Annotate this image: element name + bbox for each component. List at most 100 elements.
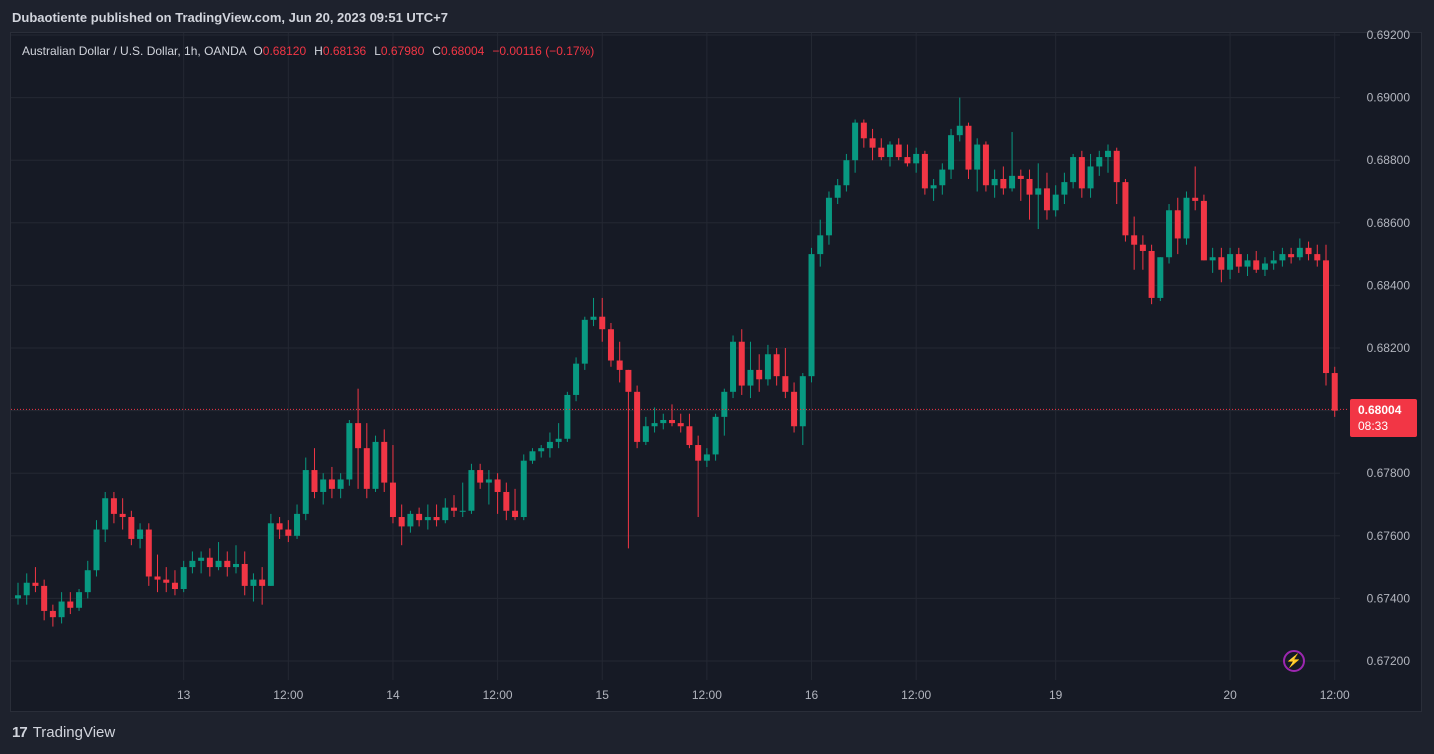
candle-body — [660, 419, 667, 424]
candle-body — [625, 369, 632, 392]
candle-body — [677, 423, 684, 427]
candle-body — [825, 197, 832, 236]
candle-body — [843, 160, 850, 186]
candle-body — [58, 601, 65, 618]
candle-body — [982, 144, 989, 186]
candle-body — [1209, 257, 1216, 261]
candle-body — [956, 125, 963, 136]
candle-body — [1183, 197, 1190, 239]
candle-body — [686, 426, 693, 446]
candle — [773, 348, 780, 386]
candle-body — [468, 470, 475, 511]
candle-body — [1122, 182, 1129, 236]
candle — [695, 435, 702, 518]
candle-body — [267, 523, 274, 586]
candle — [267, 513, 274, 586]
candle — [721, 388, 728, 436]
candle — [1323, 244, 1329, 386]
candle — [477, 463, 484, 489]
candle — [669, 404, 675, 427]
candle — [1200, 194, 1207, 261]
candle-body — [1166, 210, 1173, 258]
price-tick-label: 0.68600 — [1367, 216, 1411, 230]
candle-body — [1174, 210, 1181, 239]
candles — [15, 97, 1338, 627]
candle-body — [904, 157, 911, 164]
tradingview-brand: TradingView — [32, 724, 116, 741]
candle-body — [642, 426, 649, 442]
candle-body — [1279, 254, 1286, 261]
time-axis[interactable]: 13 12:00 14 12:00 15 12:00 16 12:00 19 20 12:00 — [177, 688, 1350, 702]
candle — [573, 357, 580, 402]
price-tick-label: 0.68200 — [1367, 341, 1411, 355]
time-tick-label: 12:00 — [273, 688, 303, 702]
candle — [416, 507, 423, 527]
candle-body — [363, 448, 370, 489]
candle-body — [372, 441, 379, 489]
candle-body — [84, 570, 91, 593]
candle — [747, 341, 754, 399]
candle-body — [747, 369, 754, 386]
candle — [1026, 169, 1033, 220]
candle — [782, 348, 789, 399]
candle-body — [128, 517, 135, 539]
candle-body — [102, 498, 109, 530]
candle — [1157, 257, 1164, 302]
candle-body — [764, 354, 771, 380]
candle — [660, 413, 667, 430]
published-line: Dubaotiente published on TradingView.com… — [12, 10, 448, 25]
candle-body — [477, 470, 484, 483]
legend-open-value: 0.68120 — [262, 44, 307, 58]
legend-high-value: 0.68136 — [322, 44, 367, 58]
candle-body — [1026, 178, 1033, 195]
candle-body — [1087, 166, 1094, 189]
candle — [381, 429, 388, 492]
candle-body — [1200, 200, 1207, 261]
candle-body — [1078, 157, 1085, 189]
candle — [337, 473, 344, 499]
candle — [599, 297, 606, 342]
candle — [677, 413, 684, 433]
candle-body — [311, 470, 318, 492]
candle-body — [1314, 254, 1321, 261]
candle-body — [930, 185, 937, 189]
candle — [1113, 147, 1120, 205]
candle-body — [407, 513, 414, 527]
candle — [1105, 144, 1111, 173]
candle-body — [1009, 175, 1016, 189]
lightning-icon[interactable]: ⚡ — [1283, 650, 1305, 672]
candle-body — [913, 153, 920, 164]
candle-body — [834, 185, 841, 198]
candle-body — [1244, 260, 1251, 267]
candle-body — [241, 563, 248, 586]
candle-body — [145, 529, 152, 577]
candle — [1078, 150, 1085, 198]
candle-body — [860, 122, 867, 139]
candle-body — [616, 360, 623, 370]
candle-body — [887, 144, 893, 158]
candle — [555, 423, 562, 449]
candle-body — [163, 579, 170, 583]
candle — [110, 491, 117, 524]
candle-body — [76, 592, 83, 608]
price-axis[interactable]: 0.69200 0.69000 0.68800 0.68600 0.68400 0.682… — [1367, 28, 1411, 668]
candle — [171, 570, 178, 596]
candle — [738, 329, 745, 395]
candle — [119, 498, 126, 530]
candle-body — [233, 563, 239, 568]
candle — [712, 413, 719, 461]
candle — [1070, 153, 1077, 189]
time-tick-label: 16 — [805, 688, 819, 702]
candle — [503, 482, 510, 521]
candle — [389, 445, 396, 524]
candle-body — [320, 479, 327, 492]
candle — [974, 138, 981, 192]
candle — [564, 391, 571, 442]
time-tick-label: 12:00 — [1320, 688, 1350, 702]
tradingview-logo[interactable]: 17 TradingView — [12, 724, 115, 741]
candle-body — [32, 582, 39, 586]
candle-body — [939, 169, 946, 186]
candle-body — [451, 507, 457, 511]
candle — [1192, 166, 1199, 211]
